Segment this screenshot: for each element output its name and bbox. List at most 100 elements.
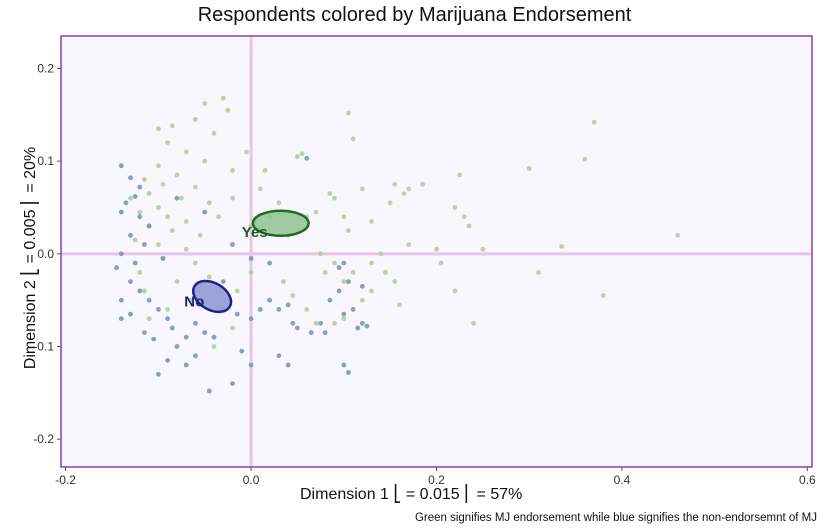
point-yes [257, 186, 263, 192]
point-yes [183, 149, 189, 155]
point-yes [369, 260, 374, 266]
point-yes [183, 219, 189, 224]
reference-lines [61, 36, 812, 467]
point-no [346, 370, 351, 375]
point-no [248, 256, 254, 261]
point-yes [142, 288, 147, 294]
point-no [183, 362, 189, 368]
point-no [290, 320, 296, 326]
point-yes [369, 288, 374, 294]
point-yes [322, 270, 328, 275]
point-no [165, 316, 171, 322]
point-yes [132, 237, 138, 243]
point-no [128, 232, 133, 238]
point-no [341, 362, 347, 368]
point-no [142, 242, 147, 247]
point-yes [248, 270, 254, 275]
point-no [137, 184, 143, 190]
point-yes [346, 228, 351, 234]
point-yes [202, 101, 208, 107]
point-no [267, 297, 272, 303]
point-no [234, 311, 240, 317]
point-yes [230, 195, 235, 201]
point-yes [165, 140, 171, 146]
point-no [183, 334, 189, 340]
point-yes [457, 172, 463, 178]
point-no [276, 307, 282, 312]
point-yes [591, 119, 597, 125]
point-yes [299, 151, 305, 157]
point-yes [397, 302, 402, 308]
point-no [114, 265, 119, 271]
point-yes [332, 195, 337, 201]
point-no [211, 334, 217, 340]
point-yes [401, 191, 407, 197]
point-no [132, 194, 138, 199]
axis-ticks: -0.2 0.0 0.2 0.4 0.6 -0.2 -0.1 0.0 0.1 0.2 [33, 61, 816, 487]
point-yes [244, 149, 249, 155]
point-yes [341, 279, 347, 284]
point-yes [216, 214, 222, 220]
point-no [156, 371, 161, 377]
point-no [359, 283, 365, 289]
point-yes [193, 184, 198, 190]
point-no [327, 297, 333, 303]
point-yes [230, 168, 235, 173]
point-yes [197, 232, 203, 238]
point-no [151, 336, 157, 342]
point-no [128, 175, 133, 181]
point-no [304, 155, 310, 161]
point-yes [230, 325, 235, 331]
y-tick-label: 0.0 [37, 247, 54, 261]
x-tick-label: 0.4 [614, 473, 631, 487]
confidence-ellipses [191, 209, 310, 314]
point-yes [183, 246, 189, 252]
point-yes [318, 251, 323, 257]
point-yes [211, 344, 217, 349]
point-no [276, 353, 282, 359]
point-yes [165, 214, 171, 220]
point-yes [146, 316, 152, 322]
point-no [118, 209, 124, 215]
point-no [230, 242, 235, 247]
point-yes [313, 209, 319, 215]
point-yes [350, 136, 356, 142]
ellipse-yes [251, 209, 310, 237]
point-no [285, 302, 291, 308]
point-yes [406, 186, 412, 192]
point-no [202, 209, 208, 215]
point-yes [359, 297, 365, 303]
point-no [137, 214, 143, 220]
point-yes [675, 232, 680, 238]
x-axis-label: Dimension 1 ⎣ = 0.015 ⎜ = 57% [300, 486, 523, 503]
point-yes [461, 214, 467, 220]
point-yes [137, 270, 143, 275]
point-yes [160, 181, 166, 187]
point-yes [174, 279, 180, 284]
point-no [118, 163, 124, 169]
point-yes [225, 107, 231, 113]
chart-title: Respondents colored by Marijuana Endorse… [197, 4, 632, 26]
group-label-yes: Yes [242, 224, 268, 241]
point-no [165, 358, 171, 363]
point-yes [434, 246, 439, 252]
point-no [169, 325, 175, 331]
point-no [346, 279, 351, 284]
point-no [336, 265, 342, 271]
point-yes [452, 205, 458, 210]
point-yes [156, 163, 161, 169]
x-tick-label: 0.6 [799, 473, 816, 487]
point-yes [392, 279, 398, 284]
point-yes [202, 158, 208, 164]
point-yes [466, 223, 472, 229]
point-no [123, 200, 129, 206]
point-yes [369, 219, 374, 224]
group-label-no: No [184, 294, 204, 311]
point-no [142, 330, 147, 335]
point-yes [146, 191, 152, 197]
y-tick-label: 0.1 [37, 154, 54, 168]
point-yes [193, 260, 198, 266]
point-yes [179, 195, 184, 201]
point-no [220, 279, 226, 284]
point-yes [383, 270, 388, 275]
